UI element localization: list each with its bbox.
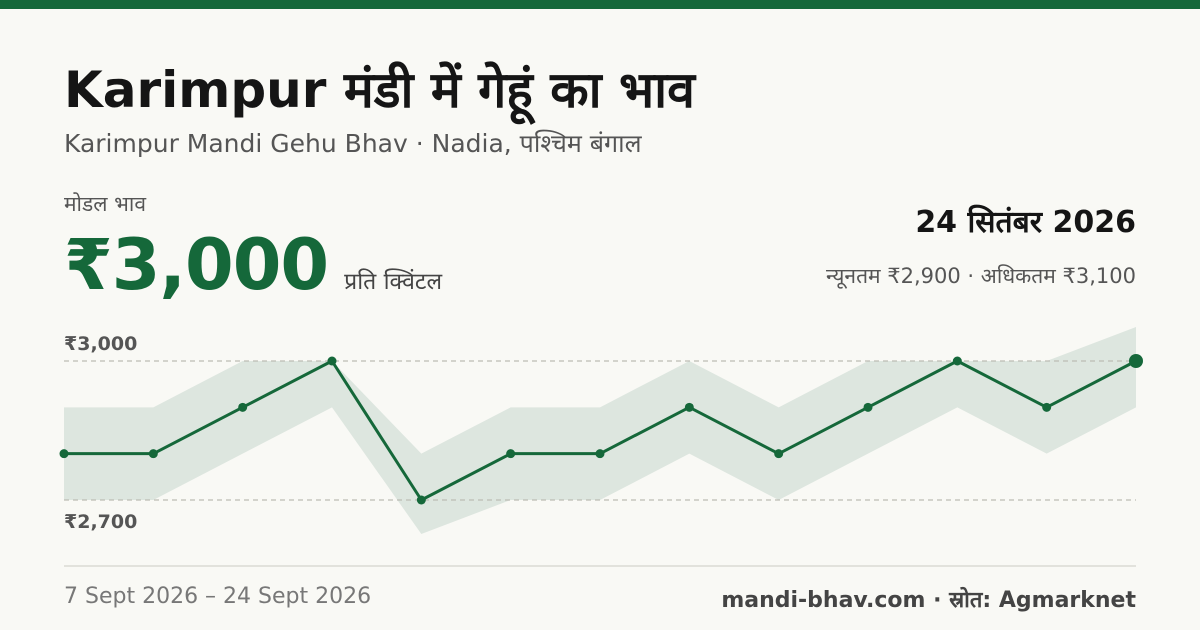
price-date: 24 सितंबर 2026 [915, 205, 1136, 240]
latest-price-point [1129, 354, 1143, 368]
modal-price-value: ₹3,000 [64, 224, 329, 306]
min-max-range: न्यूनतम ₹2,900 · अधिकतम ₹3,100 [826, 264, 1136, 288]
price-point [238, 402, 248, 412]
price-point [684, 402, 694, 412]
price-point [1042, 402, 1052, 412]
price-point [148, 449, 158, 459]
price-point [863, 402, 873, 412]
price-point [774, 449, 784, 459]
price-point [327, 356, 337, 366]
y-tick-label: ₹3,000 [64, 333, 137, 355]
price-point [595, 449, 605, 459]
min-max-band [64, 327, 1136, 534]
y-tick-label: ₹2,700 [64, 511, 137, 533]
page-title: Karimpur मंडी में गेहूं का भाव [64, 61, 695, 119]
footer-divider [64, 565, 1136, 567]
footer-source: mandi-bhav.com · स्रोत: Agmarknet [721, 588, 1136, 613]
price-point [416, 495, 426, 505]
price-row: ₹3,000 प्रति क्विंटल [64, 224, 442, 306]
page-subtitle: Karimpur Mandi Gehu Bhav · Nadia, पश्चिम… [64, 129, 642, 158]
price-point [506, 449, 516, 459]
price-point [952, 356, 962, 366]
top-accent-bar [0, 0, 1200, 9]
price-point [59, 449, 69, 459]
footer-date-range: 7 Sept 2026 – 24 Sept 2026 [64, 584, 372, 609]
price-unit: प्रति क्विंटल [344, 269, 443, 295]
price-label: मोडल भाव [64, 192, 147, 216]
